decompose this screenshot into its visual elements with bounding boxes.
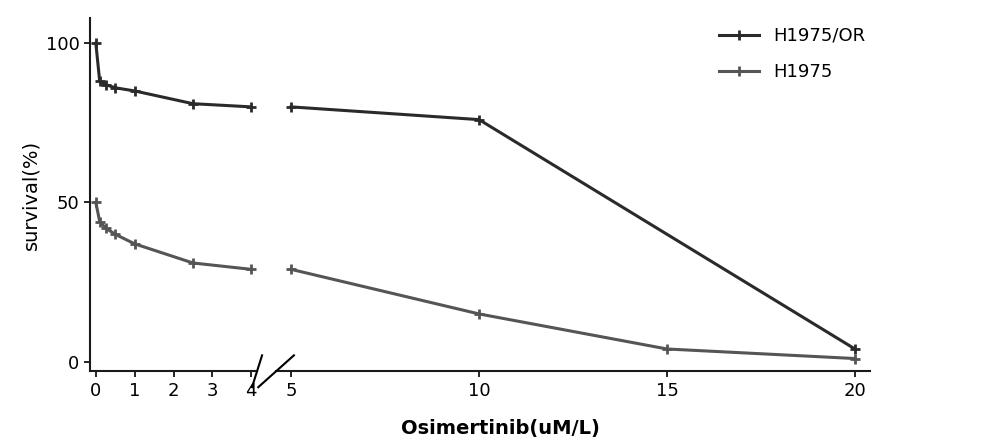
Text: Osimertinib(uM/L): Osimertinib(uM/L) — [401, 419, 599, 438]
Legend: H1975/OR, H1975: H1975/OR, H1975 — [712, 19, 873, 88]
Y-axis label: survival(%): survival(%) — [21, 139, 40, 250]
